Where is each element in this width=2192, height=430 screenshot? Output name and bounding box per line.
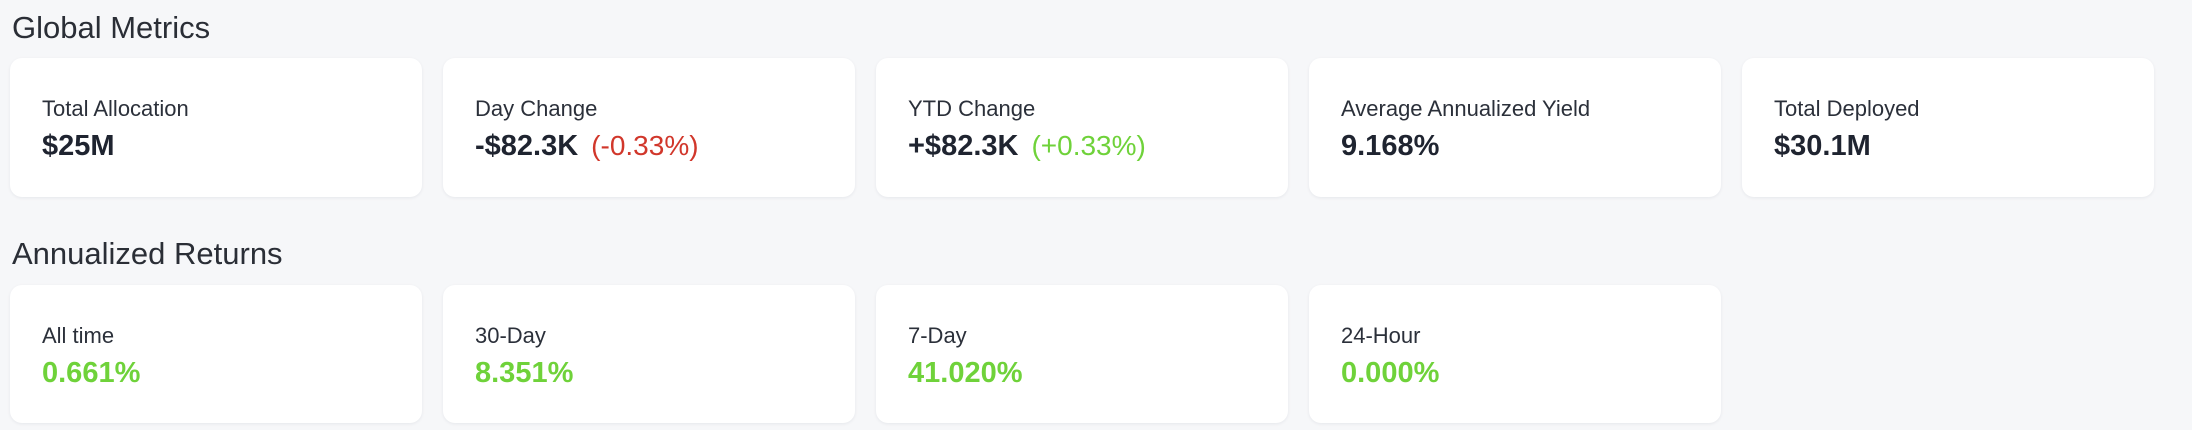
metric-card-average-annualized-yield: Average Annualized Yield 9.168%: [1309, 58, 1721, 197]
return-label: 7-Day: [908, 323, 967, 348]
return-value: 8.351%: [475, 357, 574, 389]
metric-label: Total Allocation: [42, 96, 189, 121]
metric-value: +$82.3K: [908, 130, 1019, 162]
metric-value: $30.1M: [1774, 130, 1871, 162]
return-label: 24-Hour: [1341, 323, 1421, 348]
metric-label: Total Deployed: [1774, 96, 1920, 121]
return-card-30-day: 30-Day 8.351%: [443, 285, 855, 423]
global-metrics-cards: Total Allocation $25M Day Change -$82.3K…: [10, 58, 2154, 197]
metric-delta-percent: (-0.33%): [591, 130, 699, 161]
metric-value: $25M: [42, 130, 115, 162]
return-card-7-day: 7-Day 41.020%: [876, 285, 1288, 423]
return-label: 30-Day: [475, 323, 546, 348]
metric-value: 9.168%: [1341, 130, 1440, 162]
return-card-all-time: All time 0.661%: [10, 285, 422, 423]
metric-value-line: $30.1M: [1774, 128, 1871, 164]
metric-card-total-deployed: Total Deployed $30.1M: [1742, 58, 2154, 197]
return-value-line: 0.000%: [1341, 355, 1439, 391]
annualized-returns-cards: All time 0.661% 30-Day 8.351% 7-Day 41.0…: [10, 285, 1721, 423]
global-metrics-title: Global Metrics: [12, 10, 211, 45]
metric-value-line: +$82.3K (+0.33%): [908, 128, 1146, 164]
return-card-24-hour: 24-Hour 0.000%: [1309, 285, 1721, 423]
return-value-line: 0.661%: [42, 355, 140, 391]
metric-value-line: -$82.3K (-0.33%): [475, 128, 699, 164]
metric-card-total-allocation: Total Allocation $25M: [10, 58, 422, 197]
metric-label: Average Annualized Yield: [1341, 96, 1591, 121]
metric-card-ytd-change: YTD Change +$82.3K (+0.33%): [876, 58, 1288, 197]
metric-label: YTD Change: [908, 96, 1036, 121]
metric-card-day-change: Day Change -$82.3K (-0.33%): [443, 58, 855, 197]
return-value-line: 41.020%: [908, 355, 1023, 391]
metric-value-line: $25M: [42, 128, 115, 164]
return-value: 0.000%: [1341, 357, 1440, 389]
metric-delta-percent: (+0.33%): [1031, 130, 1146, 161]
metric-value-line: 9.168%: [1341, 128, 1439, 164]
return-value: 0.661%: [42, 357, 141, 389]
annualized-returns-title: Annualized Returns: [12, 236, 283, 271]
return-value: 41.020%: [908, 357, 1023, 389]
metric-value: -$82.3K: [475, 130, 579, 162]
return-value-line: 8.351%: [475, 355, 573, 391]
metric-label: Day Change: [475, 96, 598, 121]
return-label: All time: [42, 323, 115, 348]
